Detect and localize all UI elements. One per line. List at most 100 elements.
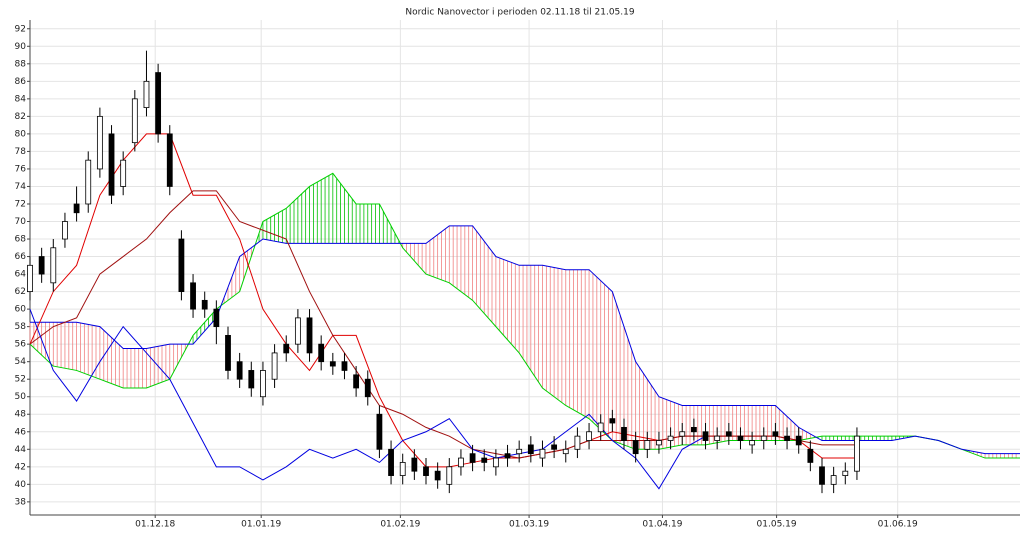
y-tick-label: 58 [15, 322, 27, 332]
candle-body [388, 448, 394, 476]
y-tick-label: 78 [15, 147, 27, 157]
y-tick-label: 64 [15, 270, 27, 280]
y-tick-label: 70 [15, 217, 27, 227]
candle-body [364, 378, 371, 398]
candle-body [213, 308, 220, 328]
x-tick-label: 01.12.18 [135, 520, 175, 530]
candle-body [423, 466, 429, 476]
y-tick-label: 38 [15, 497, 27, 507]
candle-body [120, 159, 127, 187]
candle-body [131, 98, 138, 144]
candle-body [644, 440, 651, 450]
y-tick-label: 86 [15, 77, 27, 87]
candle-body [306, 317, 313, 354]
candle-body [854, 435, 860, 472]
candle-body [96, 115, 103, 170]
span-b-line [30, 225, 1020, 455]
candle-body [38, 256, 45, 275]
candle-body [294, 317, 301, 345]
candle-body [376, 413, 383, 450]
candle-body [551, 444, 558, 450]
candle-body [679, 431, 686, 437]
candle-body [201, 299, 208, 310]
candle-body [108, 133, 115, 196]
candle-body [784, 435, 790, 441]
candle-body [714, 435, 721, 441]
y-tick-label: 50 [15, 392, 27, 402]
candle-body [178, 238, 185, 292]
candle-body [586, 431, 592, 441]
candle-body [248, 370, 255, 389]
candle-body [318, 343, 325, 363]
candle-body [772, 431, 779, 437]
candle-body [341, 361, 348, 371]
candle-body [504, 453, 511, 459]
candle-body [760, 435, 767, 441]
candle-body [260, 370, 266, 398]
y-tick-label: 82 [15, 112, 26, 122]
candle-body [702, 431, 709, 441]
candle-body [446, 466, 453, 485]
candle-body [539, 448, 546, 459]
candle-body [667, 435, 674, 441]
candle-body [353, 374, 360, 389]
candle-body [225, 334, 231, 371]
y-tick-label: 40 [15, 480, 27, 490]
candle-body [819, 466, 825, 485]
candle-body [737, 435, 744, 441]
y-tick-label: 68 [15, 235, 27, 245]
candle-body [155, 72, 162, 135]
y-tick-label: 60 [15, 305, 27, 315]
y-tick-label: 52 [15, 375, 26, 385]
y-tick-label: 62 [15, 287, 26, 297]
y-tick-label: 44 [15, 445, 27, 455]
candle-body [143, 80, 150, 109]
y-tick-label: 54 [15, 357, 27, 367]
candle-body [656, 440, 662, 446]
candle-body [481, 457, 488, 463]
chart-title: Nordic Nanovector i perioden 02.11.18 ti… [405, 8, 634, 18]
candle-body [283, 343, 290, 354]
candle-body [807, 448, 814, 463]
candle-body [85, 159, 92, 205]
candle-body [609, 418, 616, 424]
candle-body [527, 444, 534, 455]
candle-body [458, 457, 464, 468]
y-tick-label: 80 [15, 129, 27, 139]
candle-body [469, 453, 476, 463]
candle-body [597, 422, 604, 433]
y-tick-label: 88 [15, 59, 27, 69]
candle-body [621, 426, 627, 441]
candle-body [574, 435, 581, 450]
y-tick-label: 92 [15, 24, 26, 34]
candle-body [516, 448, 523, 455]
y-tick-label: 56 [15, 340, 27, 350]
candle-body [562, 448, 569, 455]
x-tick-label: 01.01.19 [241, 520, 281, 530]
x-tick-label: 01.05.19 [757, 520, 797, 530]
candle-body [690, 426, 697, 433]
candle-body [329, 361, 336, 367]
y-tick-label: 90 [15, 42, 27, 52]
candle-body [27, 264, 33, 292]
y-tick-label: 42 [15, 462, 26, 472]
y-tick-label: 66 [15, 252, 27, 262]
candle-body [236, 361, 243, 380]
x-tick-label: 01.04.19 [642, 520, 682, 530]
span-a-line [29, 172, 1020, 459]
candle-body [190, 282, 196, 310]
candle-body [399, 462, 406, 476]
candle-body [62, 221, 68, 240]
y-tick-label: 46 [15, 427, 27, 437]
candle-body [166, 133, 173, 187]
y-tick-label: 72 [15, 199, 26, 209]
indicator-line [29, 308, 706, 490]
x-tick-label: 01.02.19 [380, 520, 420, 530]
y-tick-label: 48 [15, 410, 27, 420]
candle-body [842, 470, 849, 476]
candle-body [632, 440, 639, 455]
y-tick-label: 74 [15, 182, 27, 192]
candle-body [73, 203, 80, 214]
candle-body [271, 352, 278, 380]
candle-body [434, 470, 441, 481]
